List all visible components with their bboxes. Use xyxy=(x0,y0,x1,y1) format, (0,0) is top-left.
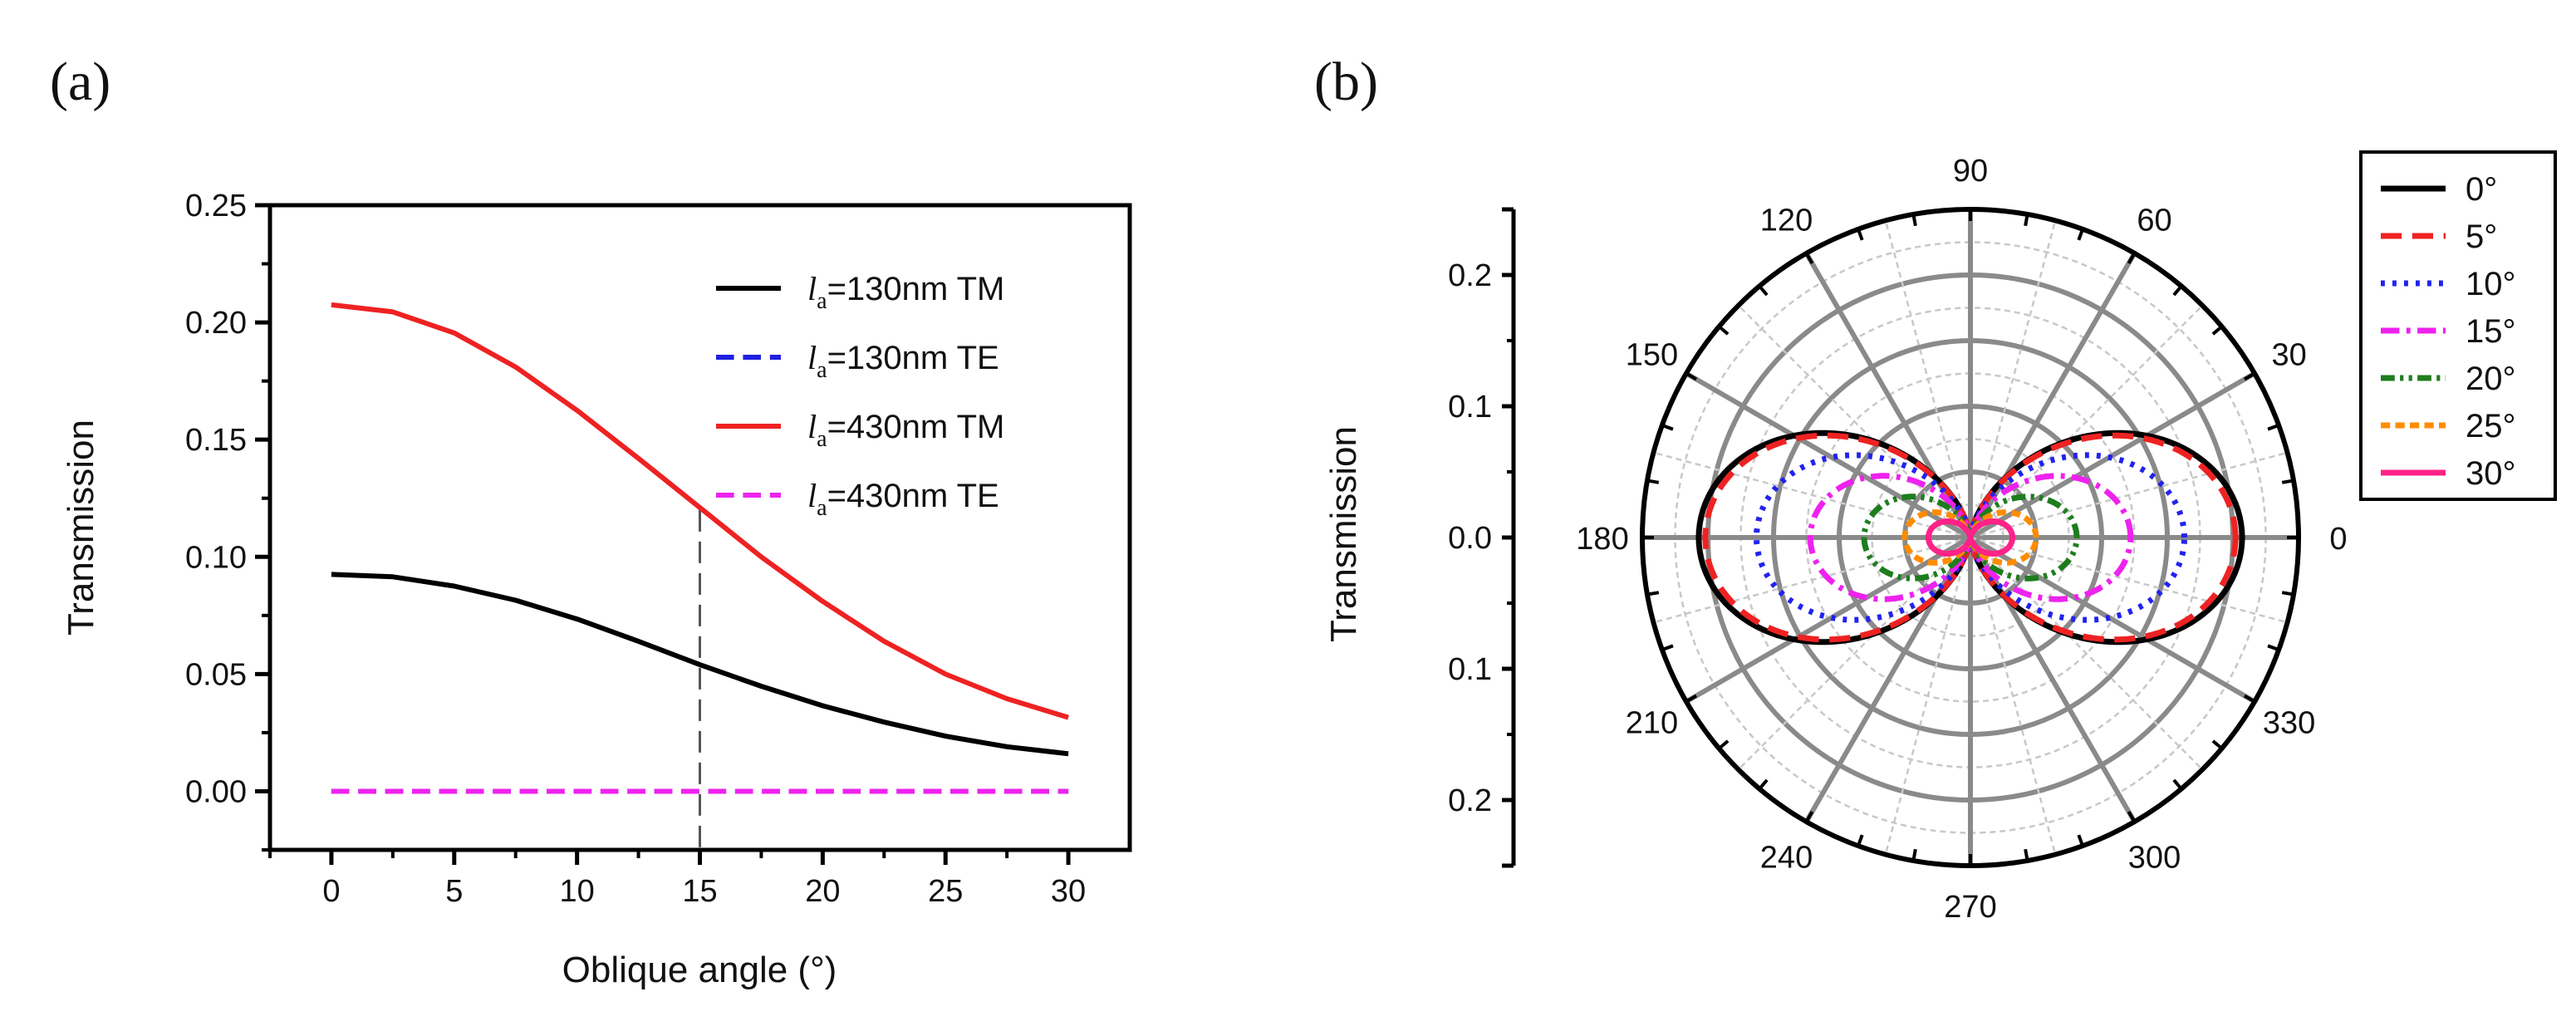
legend-label: la=430nm TM xyxy=(807,408,1004,452)
y-tick-label: 0.00 xyxy=(185,774,247,809)
legend-box xyxy=(2359,150,2557,501)
polar-series-30deg xyxy=(1925,518,2016,557)
angle-label: 60 xyxy=(2137,203,2171,238)
chart-a-x-axis-title: Oblique angle (°) xyxy=(562,950,837,990)
minor-grid-spoke xyxy=(1970,451,2288,539)
chart-b-outer-circle xyxy=(1640,207,2301,868)
legend-label-italic: l xyxy=(807,408,817,445)
y-tick-label: 0.15 xyxy=(185,423,247,458)
chart-a-y-axis-title: Transmission xyxy=(61,420,101,636)
y-tick-label: 0.10 xyxy=(185,540,247,575)
legend-label-text: =130nm TE xyxy=(827,340,999,376)
legend-label: 25° xyxy=(2466,408,2516,444)
angle-label: 150 xyxy=(1626,338,1678,373)
legend-label-text: =130nm TM xyxy=(827,271,1005,307)
legend-label-subscript: a xyxy=(817,426,827,452)
polar-series-15deg xyxy=(1807,473,2134,602)
series-line-3 xyxy=(331,302,1069,720)
minor-grid-spoke xyxy=(1884,537,1972,855)
minor-grid-spoke xyxy=(1970,536,2288,624)
legend-label: 5° xyxy=(2466,218,2497,255)
legend-label: 20° xyxy=(2466,361,2516,397)
chart-b-y-axis-title: Transmission xyxy=(1323,426,1364,642)
angle-label: 180 xyxy=(1576,522,1628,557)
minor-grid-spoke xyxy=(1970,304,2204,538)
legend-label-italic: l xyxy=(807,339,817,376)
angle-label: 120 xyxy=(1760,203,1813,238)
major-grid-spoke xyxy=(1968,536,2137,823)
panel-b-label: (b) xyxy=(1314,52,1378,112)
x-tick-label: 20 xyxy=(805,874,840,909)
chart-a-x-ticks: 0 5 10 15 20 25 30 xyxy=(268,850,1086,909)
x-tick-label: 0 xyxy=(322,874,340,909)
x-tick-label: 5 xyxy=(445,874,463,909)
series-line-1 xyxy=(331,572,1069,757)
major-grid-spoke xyxy=(1968,252,2137,539)
radial-tick-label: 0.1 xyxy=(1448,390,1492,425)
minor-grid-spoke xyxy=(1653,451,1971,539)
radial-tick-label: 0.0 xyxy=(1448,521,1492,556)
x-tick-label: 25 xyxy=(928,874,963,909)
legend-label: 15° xyxy=(2466,313,2516,350)
minor-grid-spoke xyxy=(1653,536,1971,624)
legend-label-italic: l xyxy=(807,270,817,307)
x-tick-label: 15 xyxy=(682,874,717,909)
legend-label-subscript: a xyxy=(817,357,827,383)
angle-label: 330 xyxy=(2263,706,2315,741)
chart-b-legend: 0° 5° 10° 15° 20° 25° 30° xyxy=(2359,150,2557,501)
legend-label: la=130nm TM xyxy=(807,270,1004,314)
legend-label: la=430nm TE xyxy=(807,477,999,521)
legend-label-italic: l xyxy=(807,477,817,514)
radial-tick-label: 0.1 xyxy=(1448,652,1492,687)
major-grid-spoke xyxy=(1969,535,2256,705)
y-tick-label: 0.05 xyxy=(185,657,247,692)
x-tick-label: 10 xyxy=(560,874,595,909)
polar-series-5deg xyxy=(1702,432,2239,643)
legend-label: 0° xyxy=(2466,171,2497,208)
legend-label-text: =430nm TM xyxy=(827,409,1005,445)
major-grid-spoke xyxy=(1685,535,1972,705)
minor-grid-spoke xyxy=(1969,220,2057,538)
legend-label-subscript: a xyxy=(817,495,827,521)
legend-label-text: =430nm TE xyxy=(827,478,999,514)
radial-tick-label: 0.2 xyxy=(1448,258,1492,293)
angle-label: 0 xyxy=(2329,522,2347,557)
chart-a: 0 5 10 15 20 25 30 0.000.050.100.150.200.25 la… xyxy=(61,189,1132,990)
legend-label: 10° xyxy=(2466,266,2516,302)
minor-grid-spoke xyxy=(1969,537,2057,855)
legend-label-subscript: a xyxy=(817,288,827,314)
polar-series-20deg xyxy=(1861,493,2080,582)
x-tick-label: 30 xyxy=(1051,874,1086,909)
chart-b-angle-labels: 0 30 60 90 120 150 180 210 240 270 300 330 xyxy=(1576,154,2347,925)
major-grid-spoke xyxy=(1685,371,1972,540)
legend-label: 30° xyxy=(2466,455,2516,492)
angle-label: 30 xyxy=(2271,338,2306,373)
y-tick-label: 0.25 xyxy=(185,189,247,223)
angle-label: 210 xyxy=(1626,706,1678,741)
panel-a-label: (a) xyxy=(50,52,110,112)
radial-tick-label: 0.2 xyxy=(1448,783,1492,818)
angle-label: 240 xyxy=(1760,841,1813,876)
chart-b-series xyxy=(1695,430,2245,646)
legend-label: la=130nm TE xyxy=(807,339,999,383)
chart-a-y-ticks: 0.00 0.05 0.10 0.15 0.20 0.25 xyxy=(185,189,270,852)
angle-label: 300 xyxy=(2128,841,2181,876)
minor-grid-spoke xyxy=(1737,537,1971,771)
y-tick-label: 0.20 xyxy=(185,306,247,341)
chart-b-radial-axis: 0.2 0.1 0.0 0.1 0.2 xyxy=(1448,207,1516,868)
angle-label: 270 xyxy=(1944,890,1996,925)
angle-label: 90 xyxy=(1953,154,1988,189)
minor-grid-spoke xyxy=(1884,220,1972,538)
chart-a-series xyxy=(331,302,1069,794)
